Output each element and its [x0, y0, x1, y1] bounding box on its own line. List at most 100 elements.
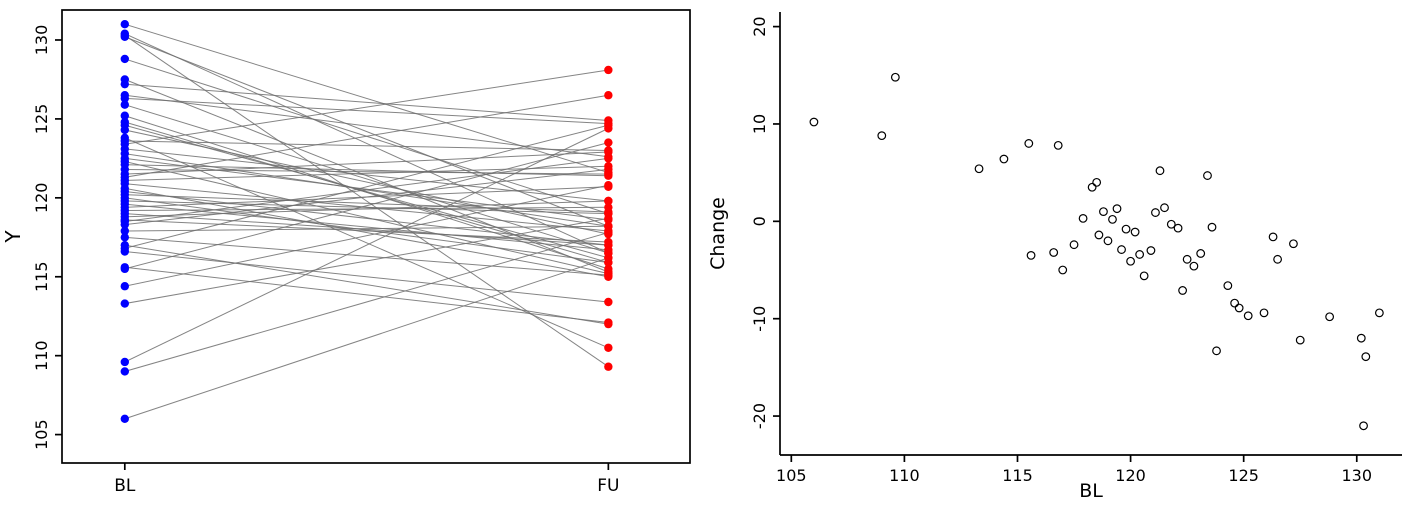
scatter-plot: 105 110 115 120 125 130 -20 -10 0 10 20 BL Change — [700, 0, 1412, 505]
scatter-point — [1289, 239, 1298, 249]
paired-line-plot: 105 110 115 120 125 130 BL FU Y — [0, 0, 700, 505]
data-point-fu — [604, 152, 613, 161]
connector-line — [124, 232, 609, 372]
data-point-fu — [604, 65, 613, 75]
y-axis-tick-label: -10 — [750, 306, 769, 332]
scatter-point — [1325, 312, 1335, 322]
data-point-bl — [120, 414, 129, 424]
connector-line — [124, 257, 609, 420]
scatter-point — [1295, 335, 1305, 345]
scatter-point — [877, 131, 887, 141]
data-point-fu — [604, 229, 613, 239]
data-point-bl — [120, 282, 129, 291]
connector-line — [124, 186, 609, 208]
plot-box — [61, 9, 691, 464]
x-axis-title: BL — [1079, 480, 1103, 502]
connector-line — [124, 36, 609, 227]
connector-line — [124, 225, 609, 232]
data-point-fu — [604, 267, 613, 277]
connector-line — [124, 206, 609, 211]
data-point-fu — [604, 297, 613, 307]
data-point-fu — [604, 258, 613, 267]
data-point-bl — [120, 20, 129, 29]
connector-line — [124, 157, 609, 221]
scatter-point — [1160, 203, 1169, 213]
scatter-point — [1049, 248, 1059, 257]
data-point-bl — [120, 233, 129, 242]
scatter-point — [974, 164, 984, 174]
scatter-point — [1112, 204, 1122, 214]
x-axis-tick-label: 120 — [1115, 466, 1146, 485]
scatter-point — [1117, 245, 1126, 254]
scatter-point — [1108, 214, 1117, 224]
scatter-point — [1223, 281, 1233, 290]
connector-line — [124, 33, 609, 254]
data-point-bl — [120, 91, 129, 100]
connector-line — [124, 219, 609, 243]
scatter-point — [1053, 140, 1063, 150]
connector-line — [124, 140, 609, 151]
data-point-fu — [604, 248, 613, 258]
data-point-bl — [120, 133, 129, 143]
connector-line — [124, 97, 609, 125]
y-axis-title: Change — [707, 197, 729, 270]
scatter-point — [1099, 207, 1108, 216]
connector-line — [124, 191, 609, 246]
y-axis-tick-label: 120 — [32, 183, 51, 214]
scatter-point — [1359, 421, 1368, 431]
scatter-point — [1151, 208, 1160, 217]
scatter-point — [1189, 261, 1199, 271]
data-point-bl — [120, 54, 129, 64]
data-point-bl — [120, 263, 129, 272]
scatter-point — [1212, 346, 1221, 356]
x-axis-tick-label-fu: FU — [597, 476, 619, 496]
scatter-point — [1243, 311, 1253, 321]
connector-line — [124, 250, 609, 303]
data-point-fu — [604, 162, 613, 171]
scatter-point — [1094, 230, 1104, 240]
connector-line — [124, 187, 609, 278]
data-point-bl — [120, 240, 129, 250]
scatter-point — [1207, 222, 1217, 232]
y-axis-tick-label: 115 — [32, 261, 51, 292]
data-point-fu — [604, 168, 613, 177]
data-point-fu — [604, 215, 613, 225]
scatter-point — [1155, 166, 1165, 176]
scatter-point — [1196, 249, 1206, 258]
x-axis-tick-label: 115 — [1002, 466, 1033, 485]
connector-line — [124, 153, 609, 227]
scatter-point — [1166, 219, 1176, 229]
y-axis-tick-label: 20 — [750, 16, 769, 36]
data-point-fu — [604, 319, 613, 329]
scatter-point — [890, 72, 900, 82]
x-axis-tick-label: 105 — [776, 466, 807, 485]
connector-line — [124, 69, 609, 145]
scatter-point — [1259, 308, 1269, 318]
connector-line — [124, 104, 609, 254]
connector-line — [124, 58, 609, 215]
data-point-fu — [604, 182, 613, 191]
connector-line — [124, 142, 609, 270]
connector-line — [124, 164, 609, 177]
connector-line — [124, 34, 609, 368]
data-point-bl — [120, 111, 129, 120]
scatter-point — [1103, 236, 1113, 246]
scatter-point — [1268, 232, 1278, 242]
connector-line — [124, 183, 609, 232]
y-axis-tick-label: 110 — [32, 340, 51, 371]
connector-line — [124, 194, 609, 213]
scatter-point — [1234, 303, 1244, 313]
y-axis-tick-label: 0 — [750, 216, 769, 226]
connector-line — [124, 203, 609, 251]
connector-line — [124, 94, 609, 158]
connector-line — [124, 161, 609, 275]
data-point-fu — [604, 196, 613, 206]
y-axis-tick-label: 10 — [750, 114, 769, 134]
scatter-point — [1026, 251, 1036, 260]
scatter-point — [1121, 224, 1131, 234]
scatter-point — [1078, 214, 1088, 223]
scatter-point — [1139, 271, 1149, 281]
x-axis-tick-label: 110 — [889, 466, 920, 485]
y-axis-tick-label: 125 — [32, 104, 51, 135]
